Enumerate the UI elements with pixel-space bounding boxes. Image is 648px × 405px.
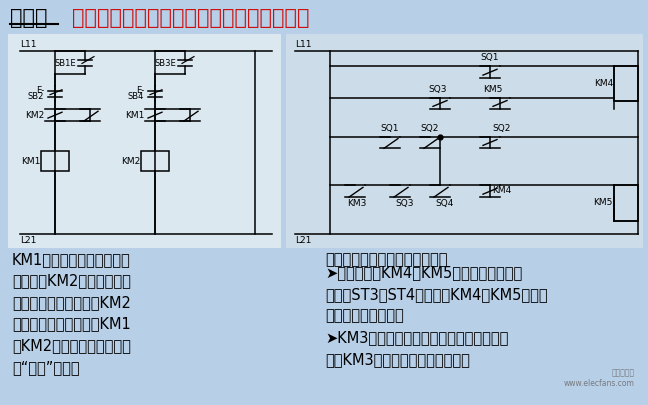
Text: 电子发烧友
www.elecfans.com: 电子发烧友 www.elecfans.com <box>564 368 635 388</box>
Text: KM4: KM4 <box>594 79 613 88</box>
Text: KM5: KM5 <box>483 85 502 94</box>
Text: L21: L21 <box>20 236 36 245</box>
Text: SQ1: SQ1 <box>481 53 499 62</box>
Text: 互锁：: 互锁： <box>10 8 47 28</box>
Text: SB4: SB4 <box>128 92 144 101</box>
Text: KM1: KM1 <box>21 156 40 166</box>
Bar <box>8 34 280 247</box>
Text: SQ1: SQ1 <box>381 124 399 133</box>
Bar <box>614 185 638 221</box>
Text: SB2: SB2 <box>28 92 44 101</box>
Text: E-: E- <box>36 86 44 95</box>
Text: SQ2: SQ2 <box>492 124 511 133</box>
Text: SQ3: SQ3 <box>395 199 413 208</box>
Bar <box>286 34 642 247</box>
Text: KM5: KM5 <box>594 198 613 207</box>
Text: SQ3: SQ3 <box>429 85 447 94</box>
Text: SQ2: SQ2 <box>421 124 439 133</box>
Text: KM2: KM2 <box>25 111 44 119</box>
Text: SB3E: SB3E <box>154 59 176 68</box>
Text: E-: E- <box>135 86 144 95</box>
Text: 操作手柄和行程开关形成联锁：: 操作手柄和行程开关形成联锁： <box>325 252 448 267</box>
Text: KM3: KM3 <box>347 199 366 208</box>
Bar <box>141 151 169 171</box>
Text: SQ4: SQ4 <box>435 199 454 208</box>
Text: L11: L11 <box>295 40 312 49</box>
Text: SB1E: SB1E <box>54 59 76 68</box>
Text: ➤抜动手柄，KM4或KM5仍能得电。再抜动
手柄使ST3或ST4也动作，KM4或KM5失电，
进给运动自动停止。
➤KM3得电主轴旋转后，才允许接通进给回
路。: ➤抜动手柄，KM4或KM5仍能得电。再抜动 手柄使ST3或ST4也动作，KM4或… <box>325 265 548 367</box>
Text: KM1动作后，它的动断辅助
触点就将KM2接触器的线圈
通电回路断开，抑制了KM2
再动作，反之也一样，KM1
和KM2的两对动断触点，称
做“互锁”触点。: KM1动作后，它的动断辅助 触点就将KM2接触器的线圈 通电回路断开，抑制了KM… <box>12 252 131 375</box>
Bar <box>41 151 69 171</box>
Text: L11: L11 <box>20 40 36 49</box>
Text: 一种联锁关系，强调触点之间的互相作用。: 一种联锁关系，强调触点之间的互相作用。 <box>72 8 310 28</box>
Text: KM2: KM2 <box>121 156 140 166</box>
Text: L21: L21 <box>295 236 312 245</box>
Bar <box>614 66 638 102</box>
Text: KM1: KM1 <box>124 111 144 119</box>
Text: KM4: KM4 <box>492 186 511 195</box>
